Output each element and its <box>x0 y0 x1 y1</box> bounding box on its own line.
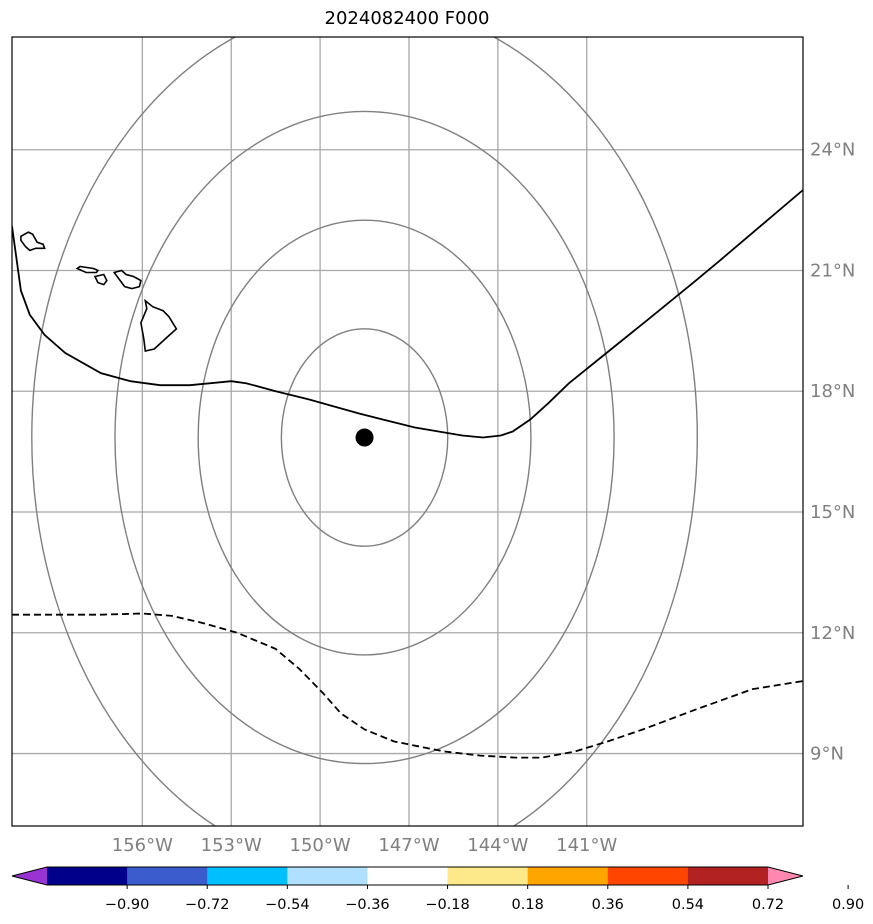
lat-tick-label: 21°N <box>810 260 855 281</box>
colorbar-tick-label: −0.36 <box>345 897 389 913</box>
island-outline <box>112 269 142 290</box>
colorbar-segment <box>207 867 288 885</box>
colorbar-tick-label: −0.54 <box>265 897 309 913</box>
colorbar-tick-label: −0.18 <box>425 897 469 913</box>
colorbar-tick-label: 0.90 <box>832 897 864 913</box>
colorbar: −0.90 −0.72 −0.54 −0.36 −0.18 0.18 0.36 0.54 0.7… <box>11 866 864 913</box>
colorbar-segment <box>687 867 769 885</box>
colorbar-tick-label: 0.72 <box>752 897 784 913</box>
dashed-contour-line <box>12 612 803 759</box>
colorbar-extend-high <box>768 867 803 885</box>
colorbar-segment <box>607 867 689 885</box>
distance-ring <box>31 37 698 826</box>
colorbar-segment <box>447 867 529 885</box>
distance-ring <box>197 219 532 656</box>
island-outline <box>20 231 46 252</box>
storm-center-marker <box>355 428 374 447</box>
colorbar-tick-label: 0.36 <box>592 897 624 913</box>
lon-tick-label: 144°W <box>467 835 528 856</box>
colorbar-tick-label: −0.72 <box>185 897 229 913</box>
colorbar-tick-label: −0.90 <box>105 897 149 913</box>
lon-tick-label: 150°W <box>290 835 351 856</box>
solid-contour-line <box>12 189 803 439</box>
colorbar-outline <box>11 866 804 886</box>
map-content <box>12 37 803 826</box>
lon-tick-label: 147°W <box>378 835 439 856</box>
colorbar-tick-label: 0.18 <box>512 897 544 913</box>
lat-tick-label: 9°N <box>810 744 844 765</box>
island-outline <box>75 265 100 274</box>
lon-tick-label: 141°W <box>556 835 617 856</box>
colorbar-segment <box>287 867 368 885</box>
colorbar-segment <box>127 867 208 885</box>
colorbar-segment <box>47 867 128 885</box>
map-title: 2024082400 F000 <box>324 8 490 29</box>
colorbar-segment <box>527 867 609 885</box>
island-outline <box>140 298 178 352</box>
lon-tick-label: 156°W <box>112 835 173 856</box>
lat-tick-label: 24°N <box>810 140 855 161</box>
distance-ring <box>280 328 449 547</box>
colorbar-tick-label: 0.54 <box>672 897 704 913</box>
distance-ring <box>114 110 615 765</box>
axis-labels: 156°W 153°W 150°W 147°W 144°W 141°W 24°N 21°N 18… <box>112 140 856 856</box>
map-frame <box>11 36 804 827</box>
colorbar-segment <box>367 867 449 885</box>
lat-tick-label: 12°N <box>810 623 855 644</box>
lat-tick-label: 15°N <box>810 502 855 523</box>
colorbar-extend-low <box>12 867 47 885</box>
lat-tick-label: 18°N <box>810 381 855 402</box>
lon-tick-label: 153°W <box>201 835 262 856</box>
island-outline <box>93 273 108 286</box>
